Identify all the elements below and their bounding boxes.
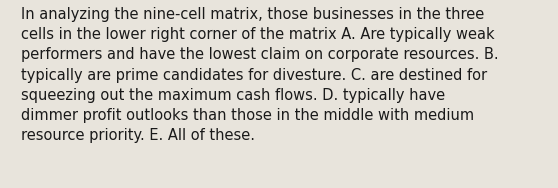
Text: In analyzing the nine-cell matrix, those businesses in the three
cells in the lo: In analyzing the nine-cell matrix, those…	[21, 7, 498, 143]
